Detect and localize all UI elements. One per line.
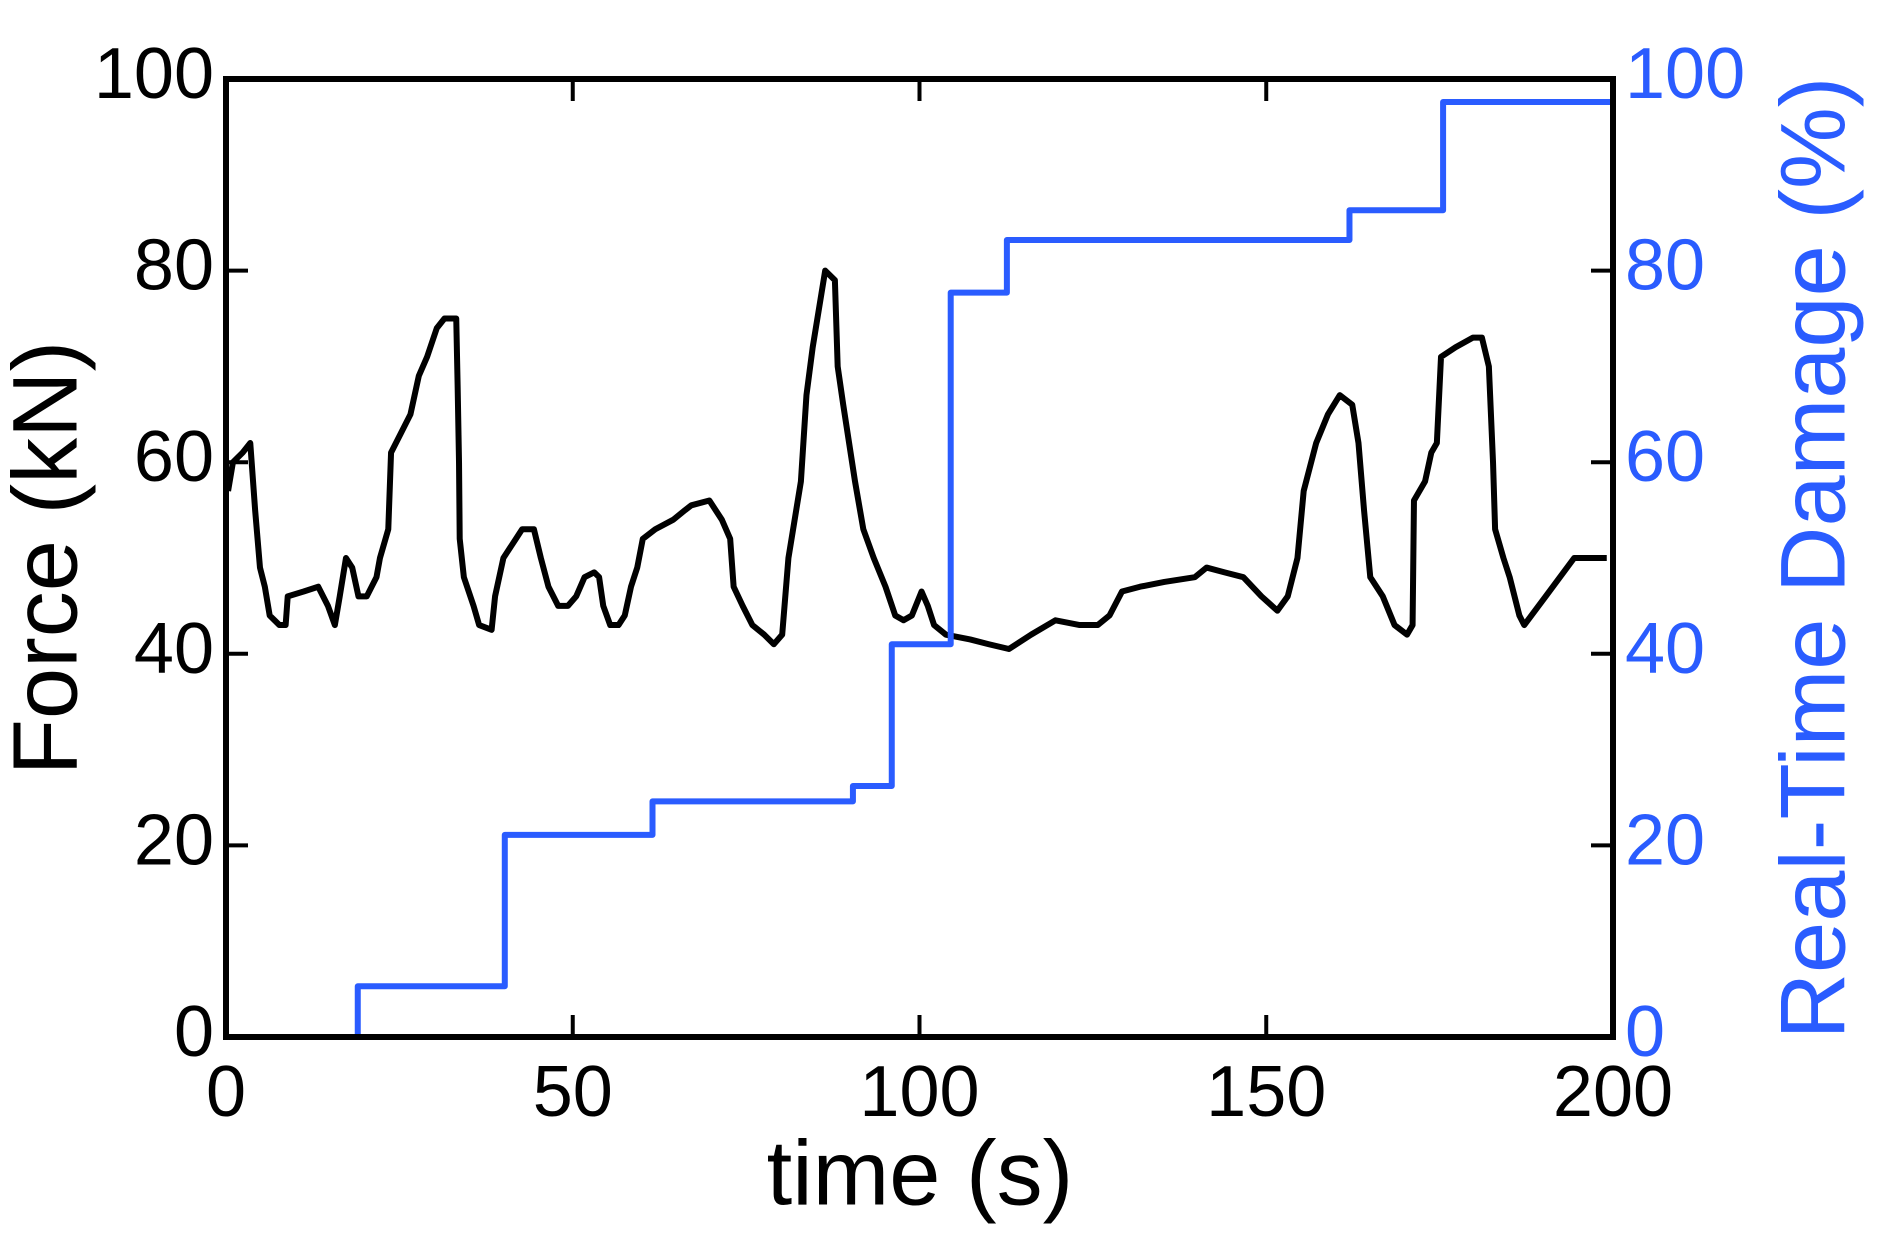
- y2-axis-label: Real-Time Damage (%): [1762, 77, 1864, 1040]
- x-tick-label: 200: [1553, 1052, 1673, 1132]
- y-tick-label: 60: [134, 417, 214, 497]
- y2-tick-label: 60: [1625, 417, 1705, 497]
- series-line: [225, 267, 1607, 653]
- y-tick-label: 100: [94, 34, 214, 114]
- y2-tick-label: 100: [1625, 34, 1745, 114]
- y2-tick-label: 0: [1625, 992, 1665, 1072]
- x-axis-label: time (s): [767, 1122, 1074, 1224]
- y2-tick-label: 40: [1625, 609, 1705, 689]
- y-tick-label: 80: [134, 226, 214, 306]
- y2-tick-label: 20: [1625, 800, 1705, 880]
- y-tick-label: 0: [174, 992, 214, 1072]
- y2-tick-label: 80: [1625, 226, 1705, 306]
- x-tick-label: 150: [1206, 1052, 1326, 1132]
- plot-frame: [223, 76, 1616, 1040]
- x-tick-label: 0: [206, 1052, 246, 1132]
- y-axis-label: Force (kN): [0, 341, 96, 775]
- x-tick-label: 100: [859, 1052, 979, 1132]
- y-tick-label: 20: [134, 800, 214, 880]
- x-tick-label: 50: [533, 1052, 613, 1132]
- series-line: [226, 98, 1613, 1040]
- y-tick-label: 40: [134, 609, 214, 689]
